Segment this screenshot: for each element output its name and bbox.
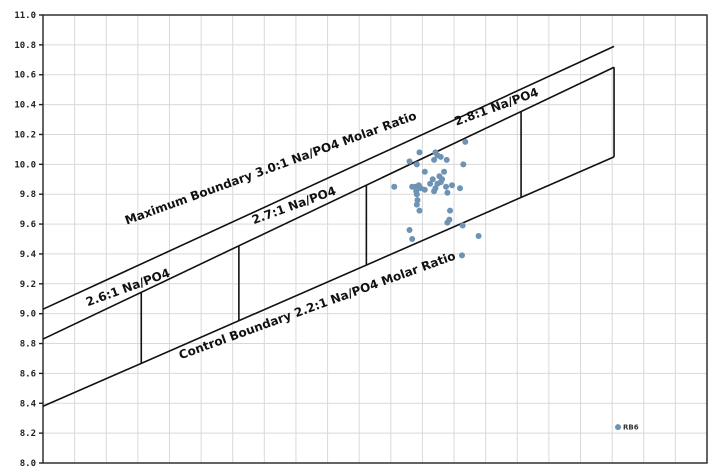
data-point — [439, 176, 446, 183]
y-tick-label: 10.8 — [14, 41, 36, 51]
data-point — [427, 180, 434, 187]
y-tick-label: 9.0 — [20, 310, 36, 320]
boundary-line — [42, 66, 615, 340]
data-point — [406, 158, 413, 165]
data-point — [462, 138, 469, 145]
data-point — [441, 168, 448, 175]
y-tick-label: 10.2 — [14, 130, 36, 140]
grid-layer — [43, 14, 707, 464]
data-point — [475, 233, 482, 240]
data-point — [429, 176, 436, 183]
y-tick-label: 10.6 — [14, 71, 36, 81]
data-point — [444, 219, 451, 226]
data-point — [406, 227, 413, 234]
data-point — [413, 161, 420, 168]
data-point — [421, 186, 428, 193]
data-point — [413, 191, 420, 198]
data-point — [416, 207, 423, 214]
data-point — [416, 149, 423, 156]
data-point — [459, 222, 466, 229]
divider-layer — [140, 67, 615, 364]
data-point — [447, 207, 454, 214]
data-point — [431, 156, 438, 163]
data-point — [434, 180, 441, 187]
data-point — [443, 183, 450, 190]
y-tick-label: 8.8 — [20, 340, 36, 350]
data-point — [456, 185, 463, 192]
y-tick-label: 8.4 — [20, 399, 37, 409]
y-tick-label: 9.8 — [20, 190, 36, 200]
y-tick-label: 8.2 — [20, 429, 36, 439]
data-point — [444, 189, 451, 196]
data-point — [413, 201, 420, 208]
y-tick-label: 8.0 — [20, 459, 36, 466]
rb6-label: RB6 — [623, 424, 639, 432]
y-tick-label: 8.6 — [20, 369, 36, 379]
boundary-annotation: Control Boundary 2.2:1 Na/PO4 Molar Rati… — [177, 249, 458, 363]
y-tick-label: 10.4 — [14, 101, 36, 111]
data-point — [391, 183, 398, 190]
boundary-annotation: 2.6:1 Na/PO4 — [84, 266, 172, 309]
data-point — [443, 156, 450, 163]
data-point — [421, 168, 428, 175]
data-point — [449, 182, 456, 189]
plot-frame — [42, 14, 708, 464]
y-tick-label: 9.2 — [20, 280, 36, 290]
axis-layer: 8.0 8.2 8.4 8.6 8.8 9.0 9.2 9.4 9.6 9.8 10.0 10.2 10… — [14, 11, 708, 466]
data-point — [460, 161, 467, 168]
data-point — [431, 188, 438, 195]
point-layer: RB6 — [391, 138, 639, 432]
y-tick-label: 9.6 — [20, 220, 36, 230]
data-point — [414, 197, 421, 204]
data-point — [437, 153, 444, 160]
boundary-annotation: 2.8:1 Na/PO4 — [453, 85, 541, 128]
boundary-line — [42, 45, 615, 310]
data-point — [409, 236, 416, 242]
boundary-layer — [42, 45, 615, 407]
y-tick-label: 9.4 — [20, 250, 37, 260]
rb6-point — [615, 424, 622, 431]
y-tick-label: 11.0 — [14, 11, 36, 21]
boundary-line — [42, 156, 615, 407]
data-point — [458, 252, 465, 259]
y-tick-label: 10.0 — [14, 160, 36, 170]
